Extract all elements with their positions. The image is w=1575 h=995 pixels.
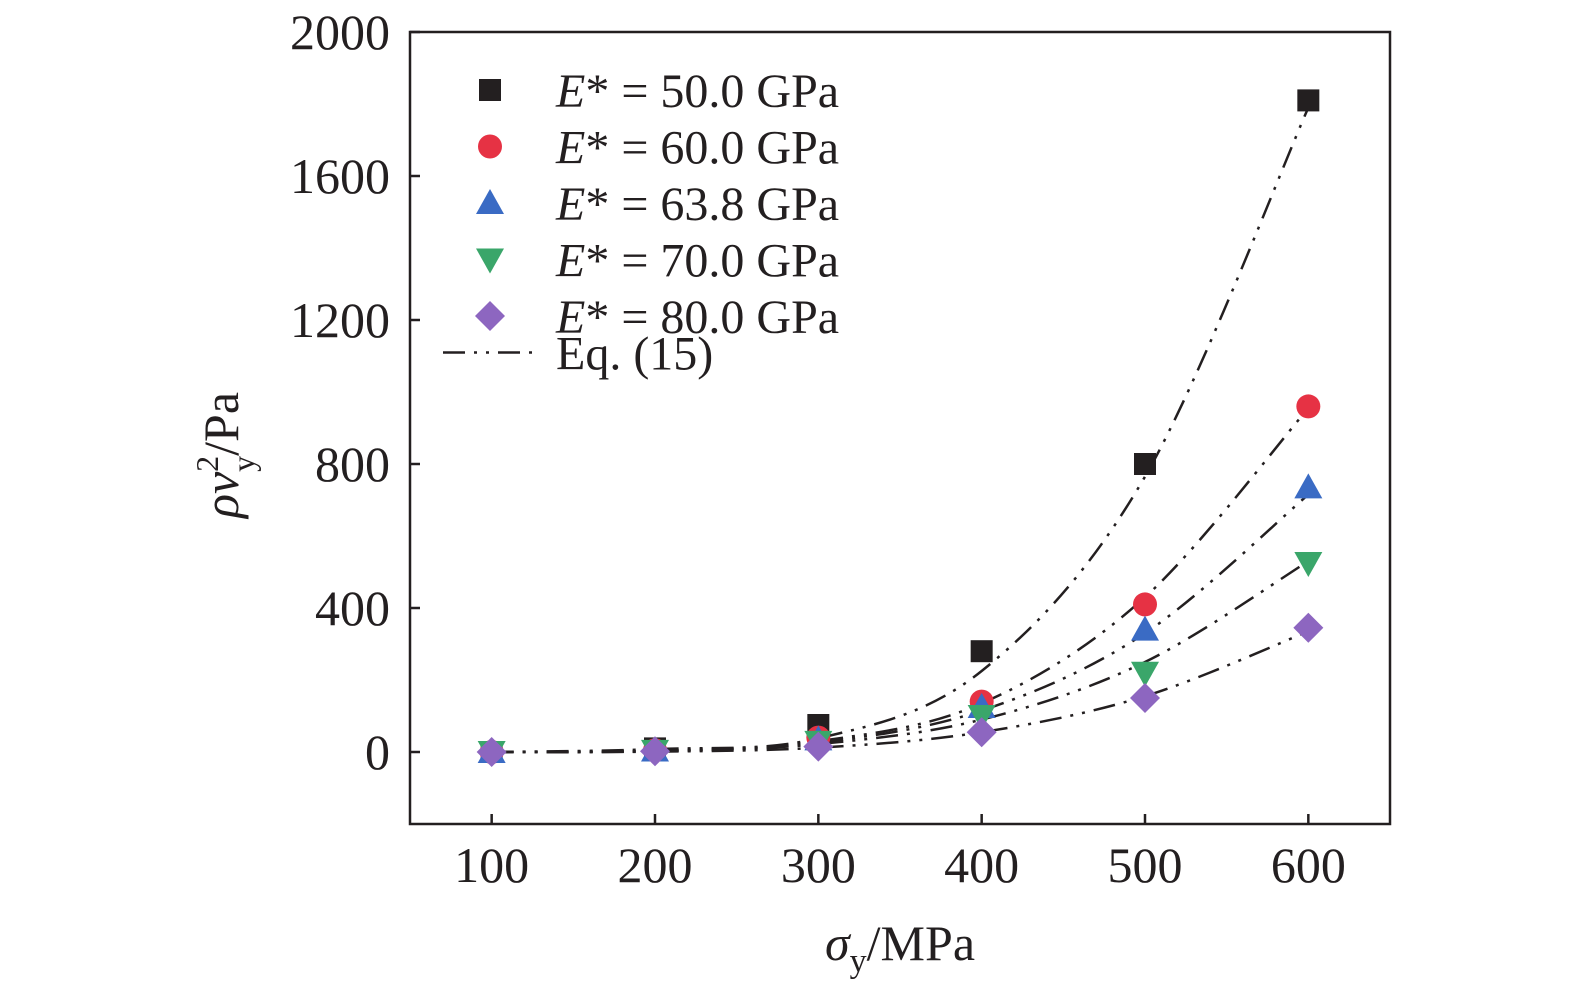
legend-marker-series-2 [478, 134, 502, 159]
x-tick-label: 600 [1271, 837, 1346, 893]
legend-label-rest: * = 63.8 GPa [585, 178, 839, 231]
y-tick-label: 1600 [290, 148, 390, 204]
fit-curves [491, 107, 1310, 754]
x-tick-label: 200 [618, 837, 693, 893]
series-4-points [477, 552, 1323, 766]
legend-marker-series-5 [475, 301, 505, 331]
legend-label-rest: * = 50.0 GPa [585, 65, 839, 118]
y-axis-superscript: 2 [189, 456, 225, 472]
x-tick-label: 500 [1108, 837, 1183, 893]
x-axis-symbol: σ [825, 915, 852, 971]
legend-marker-series-1 [479, 79, 501, 101]
x-axis-unit: /MPa [867, 915, 975, 971]
plot-area-frame [408, 30, 1392, 826]
legend-marker-series-4 [476, 248, 504, 274]
y-axis-unit: /Pa [193, 392, 249, 456]
legend-marker-series-3 [476, 189, 504, 214]
legend-label-italic: E [555, 235, 585, 288]
data-point [803, 731, 834, 762]
data-point [1293, 612, 1324, 643]
data-point [1130, 683, 1160, 713]
fit-curve-series-5 [491, 630, 1309, 754]
fit-curve-series-4 [491, 560, 1309, 754]
legend-label-italic: E [555, 122, 585, 175]
data-point [1134, 453, 1156, 475]
x-tick-label: 400 [944, 837, 1019, 893]
series-5-points [476, 612, 1324, 767]
y-tick-label: 0 [365, 724, 390, 780]
data-point [1296, 394, 1321, 419]
y-tick-label: 2000 [290, 4, 390, 60]
y-axis-label: ρv2y/Pa [189, 392, 261, 520]
fit-curve-series-3 [491, 493, 1310, 754]
y-tick-label: 400 [315, 580, 390, 636]
data-point [970, 640, 993, 663]
data-point [1297, 89, 1320, 112]
y-tick-label: 800 [315, 436, 390, 492]
legend-label-series-2: E* = 60.0 GPa [555, 122, 839, 175]
data-point [1294, 552, 1323, 577]
legend-label-rest: * = 70.0 GPa [585, 235, 839, 288]
x-axis-subscript: y [850, 943, 867, 980]
x-tick-label: 100 [454, 837, 529, 893]
legend-label-rest: * = 60.0 GPa [585, 122, 839, 175]
x-axis-label: σy/MPa [825, 915, 975, 980]
y-axis-subscript: y [225, 456, 261, 472]
data-points [476, 89, 1324, 767]
data-point [1133, 592, 1157, 617]
series-3-points [477, 473, 1323, 763]
legend-label-rest: * = 80.0 GPa [585, 291, 839, 344]
y-tick-label: 1200 [290, 292, 390, 348]
series-2-points [479, 394, 1321, 764]
x-tick-label: 300 [781, 837, 856, 893]
legend-fit-label: Eq. (15) [556, 328, 713, 381]
legend-label-italic: E [555, 178, 585, 231]
legend-label-series-4: E* = 70.0 GPa [555, 235, 839, 288]
fit-curve-series-2 [491, 407, 1310, 754]
legend-label-series-5: E* = 80.0 GPa [555, 291, 839, 344]
legend-label-italic: E [555, 65, 585, 118]
tick-labels: 100 200 300 400 500 600 0 400 800 1200 1600 2000 [290, 4, 1346, 893]
legend-label-series-1: E* = 50.0 GPa [555, 65, 839, 118]
data-point [1131, 661, 1159, 687]
legend-label-series-3: E* = 63.8 GPa [555, 178, 839, 231]
axis-ticks [410, 30, 1310, 824]
data-point [1131, 615, 1159, 641]
legend-label-italic: E [555, 291, 585, 344]
data-point [966, 717, 997, 748]
data-point [476, 737, 507, 767]
data-point [1294, 473, 1323, 499]
y-axis-symbol: ρv [193, 471, 249, 520]
data-point [640, 736, 670, 767]
